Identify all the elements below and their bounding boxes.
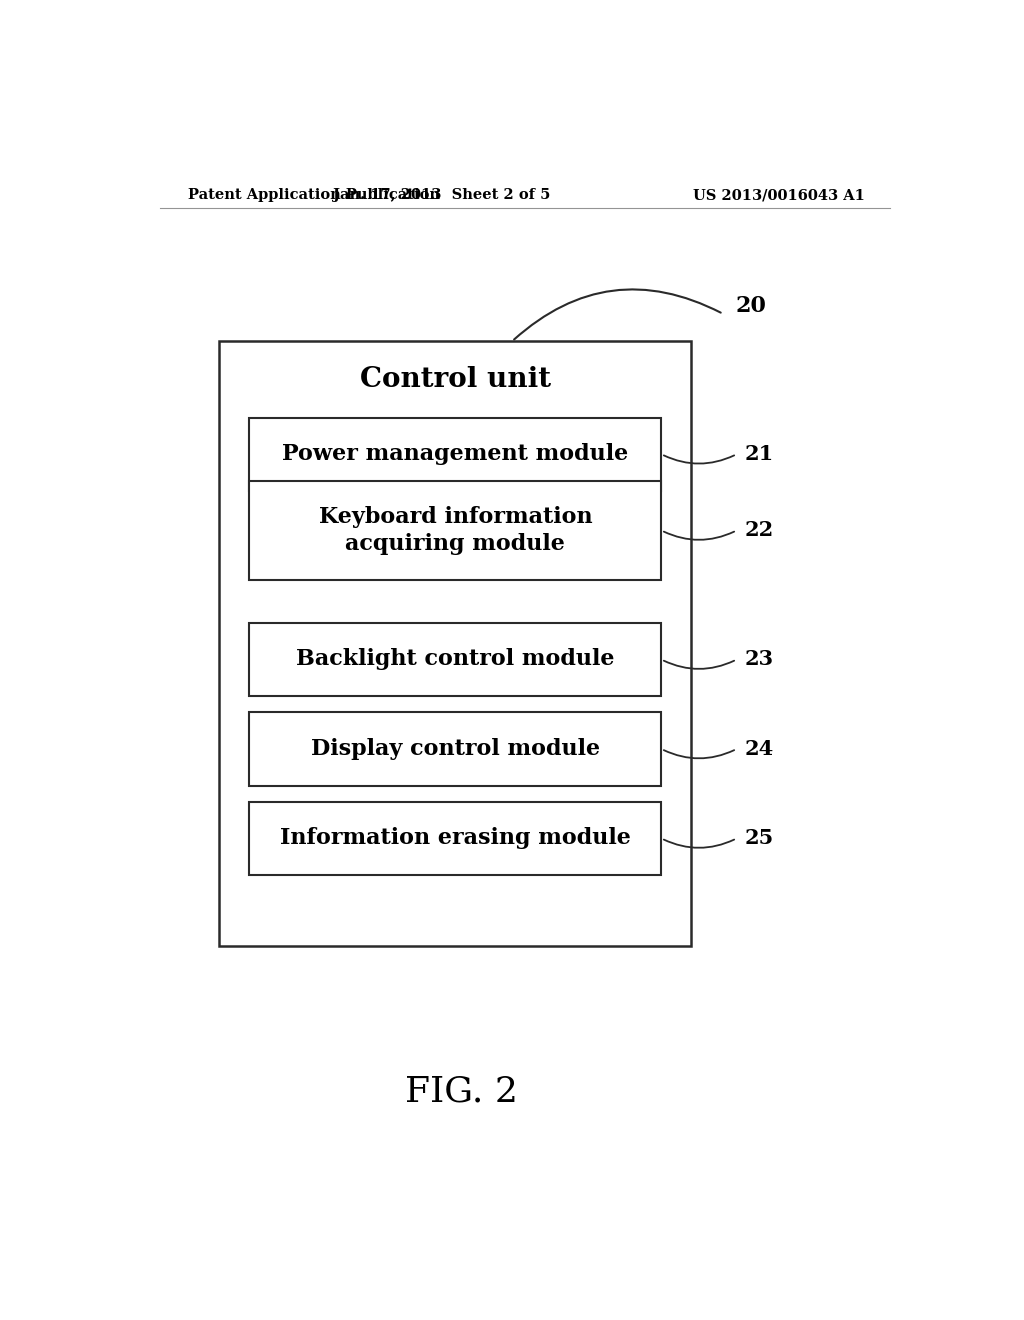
Text: 25: 25 xyxy=(744,829,774,849)
Text: US 2013/0016043 A1: US 2013/0016043 A1 xyxy=(693,189,864,202)
Text: Backlight control module: Backlight control module xyxy=(296,648,614,671)
Bar xyxy=(250,713,662,785)
Text: Information erasing module: Information erasing module xyxy=(280,828,631,849)
Text: 21: 21 xyxy=(744,444,774,465)
Text: 22: 22 xyxy=(744,520,774,540)
Text: 20: 20 xyxy=(735,294,766,317)
Text: Jan. 17, 2013  Sheet 2 of 5: Jan. 17, 2013 Sheet 2 of 5 xyxy=(333,189,550,202)
Text: Power management module: Power management module xyxy=(283,444,629,465)
Text: Control unit: Control unit xyxy=(359,367,551,393)
Text: 24: 24 xyxy=(744,739,774,759)
Bar xyxy=(250,417,662,491)
Text: Keyboard information
acquiring module: Keyboard information acquiring module xyxy=(318,506,592,554)
Bar xyxy=(250,480,662,581)
Text: Display control module: Display control module xyxy=(311,738,600,760)
Bar xyxy=(250,801,662,875)
Bar xyxy=(250,623,662,696)
Bar xyxy=(219,342,691,946)
Text: FIG. 2: FIG. 2 xyxy=(404,1074,518,1109)
Text: 23: 23 xyxy=(744,649,774,669)
Text: Patent Application Publication: Patent Application Publication xyxy=(187,189,439,202)
